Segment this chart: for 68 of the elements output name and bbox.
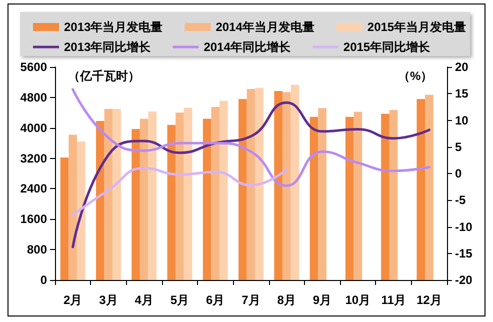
bar [425,94,434,280]
x-tick-label: 2月 [63,293,82,307]
y-tick-label: 2400 [20,182,48,196]
bar [112,108,121,280]
y2-tick-label: 10 [455,113,469,128]
y2-tick-label: 0 [455,166,462,180]
legend-label: 2014年当月发电量 [216,20,314,34]
bar [184,108,192,280]
bar [282,92,291,280]
bar [132,129,140,280]
bar [345,116,354,280]
x-tick-label: 4月 [134,293,154,307]
y-tick-label: 1600 [20,212,48,226]
y2-tick-label: 20 [455,60,469,74]
bar [148,112,157,280]
bar [246,89,256,280]
x-tick-label: 5月 [170,293,190,307]
x-tick-label: 3月 [99,293,118,307]
line-series [72,166,288,216]
bar [104,108,113,280]
y2-tick-label: 15 [455,86,469,101]
y-tick-label: 4800 [20,90,48,104]
bar [220,100,228,280]
annotation: （%） [398,69,433,83]
bar [416,98,426,280]
bar [140,118,148,280]
bar [310,116,318,280]
bar [76,142,86,280]
bar [290,84,300,280]
bar [354,112,362,280]
line-series [72,88,430,187]
y2-tick-label: -15 [455,246,473,260]
bar [96,121,104,280]
y-tick-label: 4000 [20,120,48,135]
x-tick-label: 10月 [345,293,371,307]
legend-label: 2013年当月发电量 [64,20,163,34]
bar [167,124,176,280]
x-tick-label: 12月 [416,293,442,307]
legend-label: 2015年当月发电量 [367,20,466,34]
y2-tick-label: 5 [455,140,462,154]
x-tick-label: 6月 [206,293,225,307]
line-series [72,101,430,248]
y2-tick-label: -5 [455,193,466,208]
bar [211,106,220,280]
annotation: （亿千瓦时） [68,69,140,83]
x-tick-label: 8月 [277,293,296,307]
bar [68,134,77,280]
bar [60,158,69,280]
y-tick-label: 5600 [20,60,48,74]
bar [255,88,264,280]
y-tick-label: 0 [40,273,48,287]
legend-label: 2014年同比增长 [204,40,292,54]
bar [238,98,247,280]
legend-label: 2013年同比增长 [64,40,152,54]
x-tick-label: 11月 [381,293,406,307]
bar [389,110,398,280]
y2-tick-label: -20 [455,273,473,287]
x-tick-label: 7月 [242,293,260,307]
y2-tick-label: -10 [455,220,473,234]
bar [274,90,282,280]
bar [202,118,212,280]
y-tick-label: 3200 [20,151,48,166]
y-tick-label: 800 [26,242,48,257]
bar [176,112,184,280]
legend-label: 2015年同比增长 [343,40,432,54]
bar [318,108,326,280]
bar [381,114,390,280]
x-tick-label: 9月 [312,293,332,307]
